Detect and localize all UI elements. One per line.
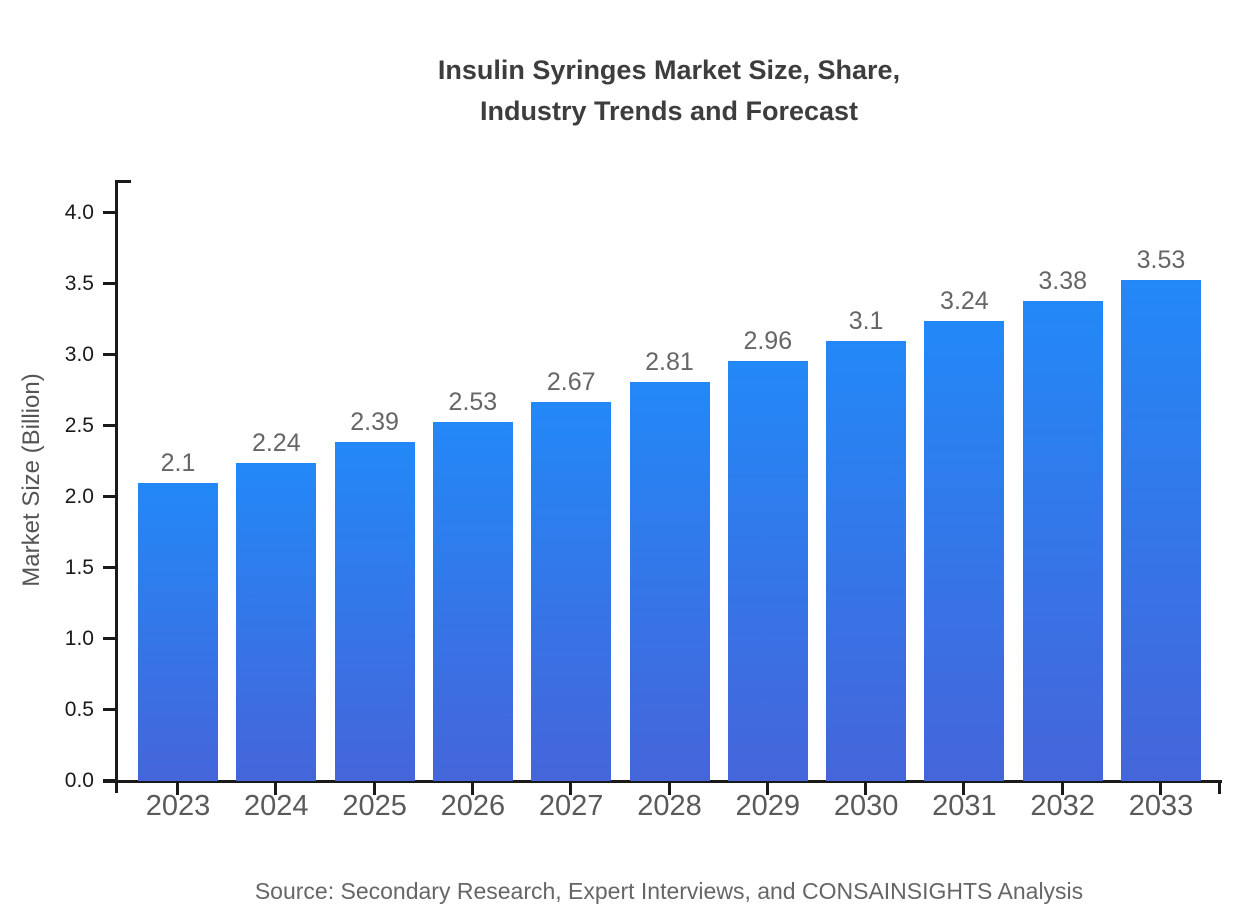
y-tick-mark — [103, 495, 116, 498]
x-tick-label: 2028 — [637, 790, 702, 822]
x-tick-label: 2023 — [145, 790, 211, 822]
x-tick-label: 2031 — [932, 790, 997, 822]
bar-2023 — [138, 482, 218, 781]
bar-2029 — [727, 360, 808, 781]
x-tick-label: 2030 — [833, 790, 899, 822]
source-attribution: Source: Secondary Research, Expert Inter… — [254, 878, 1084, 904]
y-tick-label: 0.0 — [64, 769, 94, 792]
bar-value-label-2027: 2.67 — [546, 367, 596, 396]
bar-2030 — [826, 340, 907, 781]
x-tick-mark — [864, 783, 868, 795]
y-tick-mark — [103, 708, 116, 711]
x-tick-mark — [176, 783, 179, 795]
bar-2025 — [334, 441, 415, 781]
bar-value-label-2023: 2.1 — [160, 448, 196, 477]
bar-2031 — [924, 320, 1005, 781]
x-tick-label: 2032 — [1030, 790, 1095, 822]
bar-value-label-2030: 3.1 — [848, 306, 884, 335]
y-tick-label: 1.5 — [64, 556, 94, 579]
chart-title-line-2: Industry Trends and Forecast — [479, 96, 859, 126]
bar-2024 — [236, 462, 317, 781]
x-tick-mark — [765, 783, 769, 795]
x-tick-mark — [470, 783, 474, 795]
x-axis-spine — [103, 780, 1222, 783]
x-tick-label: 2033 — [1128, 790, 1194, 822]
y-tick-mark — [103, 779, 116, 782]
y-axis-top-cap — [115, 180, 131, 183]
chart-title: Insulin Syringes Market Size, Share, Ind… — [116, 50, 1222, 132]
y-tick-mark — [103, 424, 116, 427]
y-tick-mark — [103, 637, 116, 640]
y-tick-mark — [103, 353, 116, 356]
chart-title-line-1: Insulin Syringes Market Size, Share, — [437, 55, 901, 85]
x-tick-mark — [1159, 783, 1162, 795]
bar-value-label-2029: 2.96 — [743, 326, 793, 355]
x-tick-mark — [962, 783, 966, 795]
y-tick-mark — [103, 566, 116, 569]
y-axis-spine — [115, 180, 118, 793]
x-tick-label: 2029 — [735, 790, 801, 822]
x-axis-end-cap — [1218, 781, 1221, 794]
y-tick-mark — [103, 211, 116, 214]
bar-2026 — [432, 421, 513, 781]
bar-value-label-2032: 3.38 — [1038, 267, 1088, 296]
y-tick-mark — [103, 282, 116, 285]
x-tick-label: 2026 — [440, 790, 506, 822]
y-tick-label: 0.5 — [64, 698, 94, 721]
bar-2027 — [531, 401, 612, 781]
y-tick-label: 3.0 — [64, 343, 94, 366]
x-tick-label: 2025 — [342, 790, 407, 822]
y-tick-label: 1.0 — [64, 627, 94, 650]
y-tick-label: 3.5 — [64, 272, 94, 295]
x-tick-mark — [372, 783, 376, 795]
y-tick-label: 2.5 — [64, 414, 94, 437]
y-tick-label: 2.0 — [64, 485, 94, 508]
x-tick-label: 2024 — [244, 790, 309, 822]
bar-value-label-2033: 3.53 — [1136, 245, 1186, 274]
y-tick-label: 4.0 — [64, 201, 94, 224]
bar-value-label-2031: 3.24 — [940, 286, 989, 315]
x-tick-mark — [1060, 783, 1064, 795]
x-tick-mark — [569, 783, 573, 795]
bar-value-label-2025: 2.39 — [350, 407, 399, 436]
bar-2032 — [1022, 301, 1103, 781]
x-tick-label: 2027 — [538, 790, 604, 822]
x-tick-mark — [274, 783, 278, 795]
x-tick-mark — [667, 783, 671, 795]
bar-2033 — [1121, 279, 1201, 781]
bar-value-label-2024: 2.24 — [251, 428, 301, 457]
bar-value-label-2028: 2.81 — [645, 347, 694, 376]
bar-2028 — [629, 381, 710, 781]
bar-value-label-2026: 2.53 — [448, 387, 498, 416]
